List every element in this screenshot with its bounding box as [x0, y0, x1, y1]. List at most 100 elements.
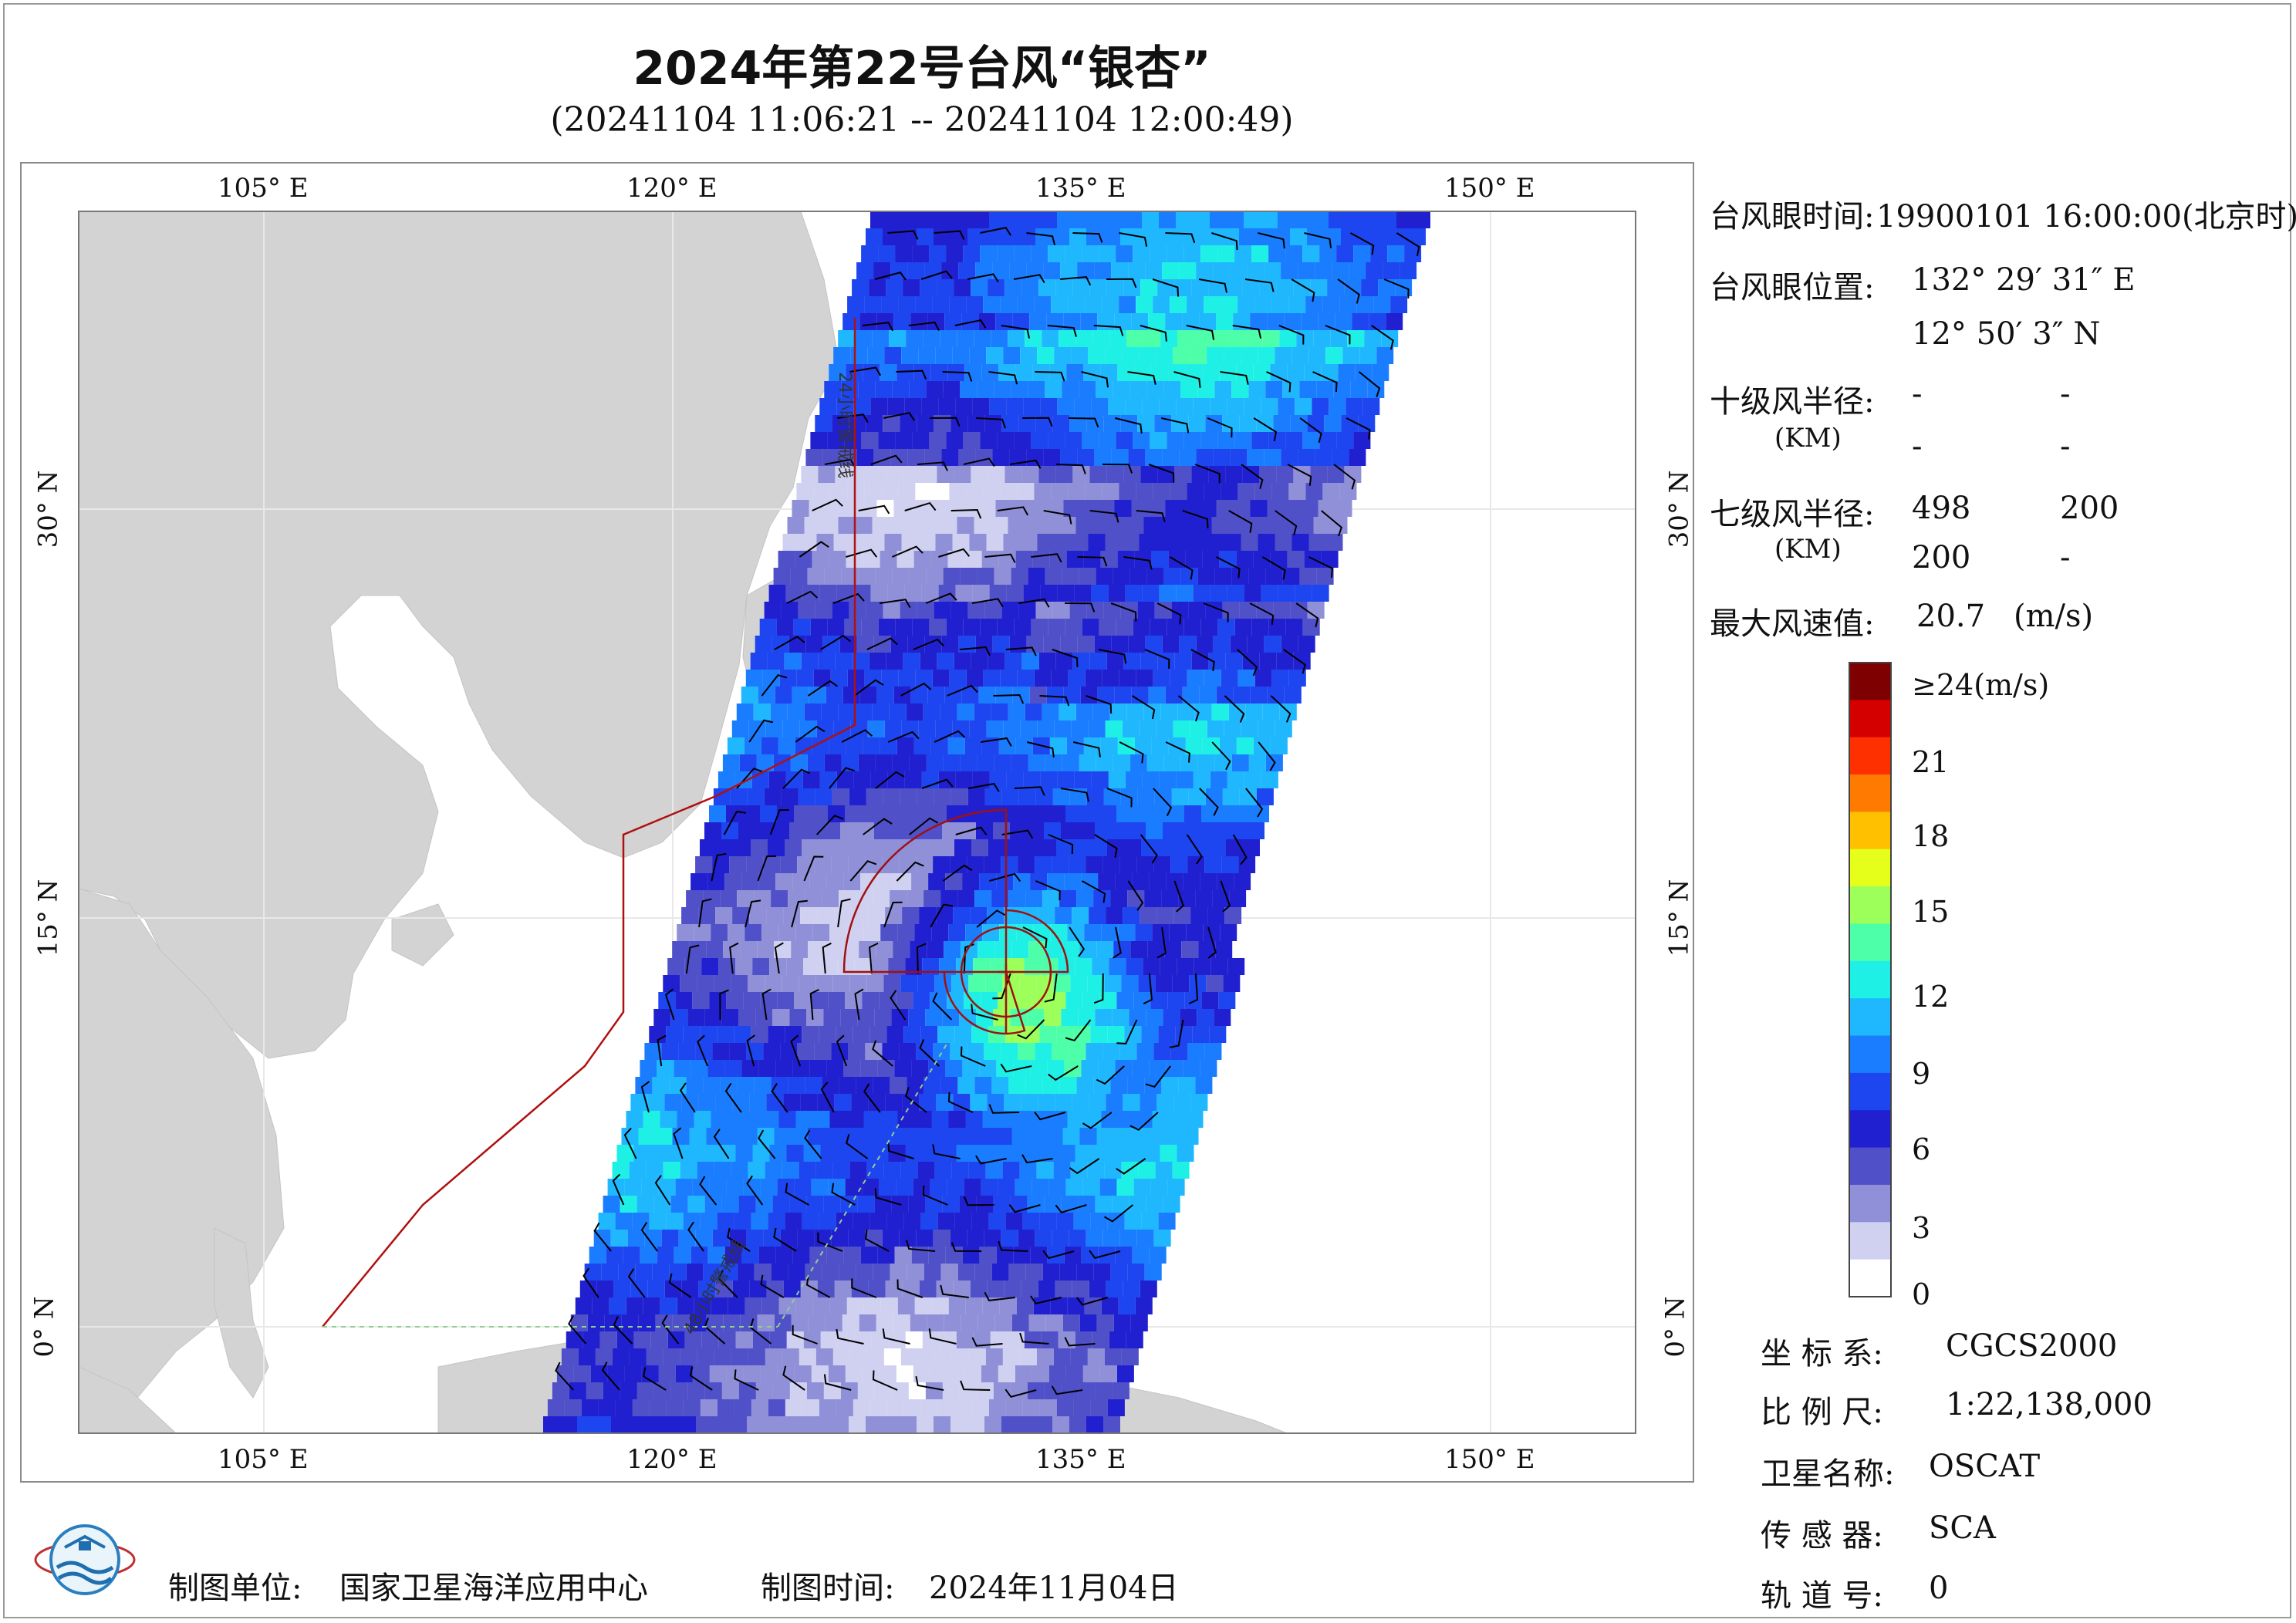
swath-cell — [1047, 1247, 1065, 1264]
swath-cell — [974, 704, 991, 720]
swath-cell — [1129, 568, 1147, 585]
swath-cell — [1222, 415, 1240, 432]
swath-cell — [930, 551, 948, 568]
swath-cell — [1087, 1162, 1105, 1179]
swath-cell — [849, 602, 866, 619]
swath-cell — [1220, 924, 1237, 941]
swath-cell — [1133, 619, 1150, 636]
swath-cell — [808, 1314, 826, 1331]
swath-cell — [927, 500, 945, 517]
swath-cell — [1153, 296, 1170, 313]
wind-barb — [1203, 602, 1229, 623]
swath-cell — [869, 279, 886, 296]
swath-cell — [748, 975, 765, 992]
swath-cell — [819, 398, 837, 415]
swath-cell — [897, 1297, 915, 1314]
r7-quadrants — [842, 808, 1069, 1035]
swath-cell — [689, 941, 707, 958]
swath-cell — [780, 856, 798, 873]
swath-cell — [883, 1416, 900, 1433]
wind-barb — [760, 1274, 785, 1298]
swath-cell — [977, 568, 994, 585]
swath-cell — [826, 687, 843, 704]
swath-cell — [1114, 313, 1132, 330]
swath-cell — [1208, 466, 1226, 483]
swath-cell — [775, 687, 792, 704]
wind-barb — [1048, 1065, 1079, 1081]
swath-cell — [1261, 585, 1278, 602]
swath-cell — [683, 1399, 701, 1416]
swath-cell — [1044, 1009, 1062, 1026]
wind-barbs — [555, 226, 1420, 1398]
swath-cell — [1171, 788, 1189, 805]
scale-value: 1:22,138,000 — [1946, 1387, 2152, 1422]
swath-cell — [1145, 636, 1163, 653]
swath-cell — [1121, 975, 1139, 992]
swath-cell — [1216, 500, 1234, 517]
swath-cell — [1048, 432, 1065, 449]
swath-cell — [728, 1297, 745, 1314]
swath-cell — [755, 1196, 773, 1213]
swath-cell — [994, 568, 1011, 585]
swath-cell — [768, 1026, 785, 1043]
swath-cell — [1058, 1145, 1075, 1162]
swath-cell — [1084, 924, 1102, 941]
swath-cell — [880, 1297, 898, 1314]
swath-cell — [984, 788, 1002, 805]
swath-cell — [778, 924, 796, 941]
wind-barb — [869, 942, 879, 974]
swath-cell — [1052, 856, 1069, 873]
wind-barb — [1266, 371, 1292, 393]
swath-cell — [1097, 500, 1115, 517]
swath-cell — [984, 1230, 1001, 1247]
swath-cell — [786, 1145, 804, 1162]
swath-cell — [894, 1060, 912, 1077]
swath-cell — [1110, 890, 1128, 907]
swath-cell — [1204, 670, 1221, 687]
swath-cell — [785, 839, 802, 856]
swath-cell — [1197, 822, 1214, 839]
wind-barb — [729, 942, 739, 974]
swath-cell — [1170, 296, 1187, 313]
swath-cell — [1000, 296, 1018, 313]
colorbar-band — [1849, 737, 1891, 776]
swath-cell — [822, 636, 840, 653]
swath-cell — [1224, 907, 1242, 924]
swath-cell — [1111, 262, 1129, 279]
swath-cell — [932, 296, 950, 313]
swath-cell — [885, 907, 903, 924]
swath-cell — [832, 975, 850, 992]
swath-cell — [919, 1281, 937, 1297]
swath-cell — [1069, 1043, 1086, 1060]
swath-cell — [1253, 364, 1271, 381]
swath-cell — [973, 1145, 991, 1162]
swath-cell — [709, 992, 727, 1009]
swath-cell — [706, 941, 724, 958]
swath-cell — [998, 1179, 1015, 1196]
swath-cell — [768, 771, 786, 788]
wind-barb — [687, 1221, 704, 1252]
swath-cell — [994, 1314, 1012, 1331]
swath-cell — [1052, 1230, 1069, 1247]
swath-cell — [595, 1348, 613, 1365]
wind-barb — [1153, 788, 1173, 817]
colorbar-band — [1849, 1222, 1891, 1260]
swath-cell — [995, 500, 1013, 517]
swath-cell — [1015, 737, 1033, 754]
swath-cell — [969, 534, 987, 551]
swath-cell — [984, 228, 1001, 245]
swath-cell — [1132, 873, 1150, 890]
swath-cell — [564, 1399, 582, 1416]
swath-cell — [923, 1077, 941, 1094]
swath-cell — [1214, 1009, 1231, 1026]
swath-cell — [856, 262, 874, 279]
wind-barb — [993, 693, 1025, 704]
wind-barb — [1211, 741, 1231, 771]
colorbar-band — [1849, 1259, 1891, 1297]
malay-peninsula — [214, 1227, 269, 1399]
swath-cell — [1048, 1365, 1066, 1382]
swath-cell — [1213, 636, 1231, 653]
swath-cell — [834, 1094, 852, 1111]
wind-barb — [623, 1127, 637, 1159]
swath-cell — [1131, 687, 1149, 704]
